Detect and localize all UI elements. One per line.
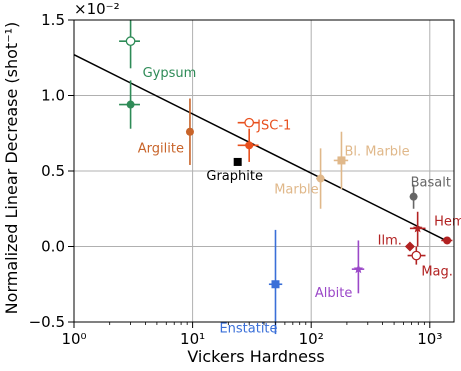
point-marker: [337, 156, 346, 165]
point-marker: [316, 174, 325, 183]
x-tick-label: 10¹: [180, 330, 205, 348]
y-axis-multiplier: ×10⁻²: [74, 0, 120, 18]
point-marker: [245, 141, 254, 150]
data-point: Marble: [274, 148, 325, 209]
point-label: Gypsum: [143, 66, 197, 81]
y-tick-label: 0.0: [41, 238, 65, 256]
data-point: Mag.: [407, 246, 453, 280]
y-tick-label: 0.5: [41, 162, 65, 180]
y-axis-label: Normalized Linear Decrease (shot⁻¹): [2, 22, 21, 315]
data-point: Gypsum: [119, 20, 196, 81]
x-axis-label: Vickers Hardness: [187, 347, 324, 366]
point-label: Ilm.: [378, 234, 402, 249]
y-tick-label: 1.0: [41, 87, 65, 105]
data-point: [409, 211, 426, 247]
point-marker: [409, 192, 418, 201]
point-marker: [125, 36, 136, 46]
grid-lines: [74, 20, 454, 322]
point-marker: [443, 236, 452, 245]
point-label: Basalt: [411, 176, 451, 191]
x-tick-label: 10³: [417, 330, 442, 348]
point-label: Mag.: [421, 265, 453, 280]
point-marker: [404, 241, 415, 252]
point-label: Enstatite: [219, 321, 277, 336]
point-marker: [271, 280, 280, 289]
data-point: Argilite: [138, 98, 194, 165]
point-label: Marble: [274, 183, 318, 198]
point-marker: [233, 157, 242, 166]
y-tick-label: −0.5: [29, 313, 65, 331]
point-label: Argilite: [138, 142, 184, 157]
data-point: JSC-1: [237, 117, 291, 134]
data-marks: Gypsum Argilite JSC-1 Graphite Enstatite Marb…: [119, 20, 461, 336]
point-label: Hem.: [434, 214, 461, 229]
point-marker: [353, 264, 364, 274]
data-point: Graphite: [206, 157, 263, 184]
data-point: Albite: [315, 240, 365, 301]
fit-line: [73, 54, 450, 243]
point-marker: [411, 250, 422, 261]
y-tick-label: 1.5: [41, 11, 65, 29]
point-label: Albite: [315, 286, 352, 301]
x-axis-ticks: 10⁰ 10¹ 10² 10³: [61, 322, 442, 348]
point-label: JSC-1: [256, 119, 291, 134]
point-marker: [244, 117, 255, 128]
point-marker: [126, 100, 135, 109]
point-label: Bl. Marble: [344, 144, 409, 159]
data-point: Ilm.: [378, 234, 415, 252]
data-point: Bl. Marble: [333, 131, 410, 190]
point-marker: [412, 223, 423, 233]
data-point: [237, 128, 259, 162]
x-tick-label: 10⁰: [61, 330, 86, 348]
data-point: Enstatite: [219, 229, 283, 336]
x-tick-label: 10²: [299, 330, 324, 348]
data-point: [119, 80, 140, 129]
point-marker: [185, 127, 194, 136]
y-axis-ticks: −0.5 0.0 0.5 1.0 1.5: [29, 11, 74, 331]
point-label: Graphite: [206, 169, 263, 184]
data-point: Basalt: [409, 176, 451, 209]
data-point: Hem.: [434, 214, 461, 245]
